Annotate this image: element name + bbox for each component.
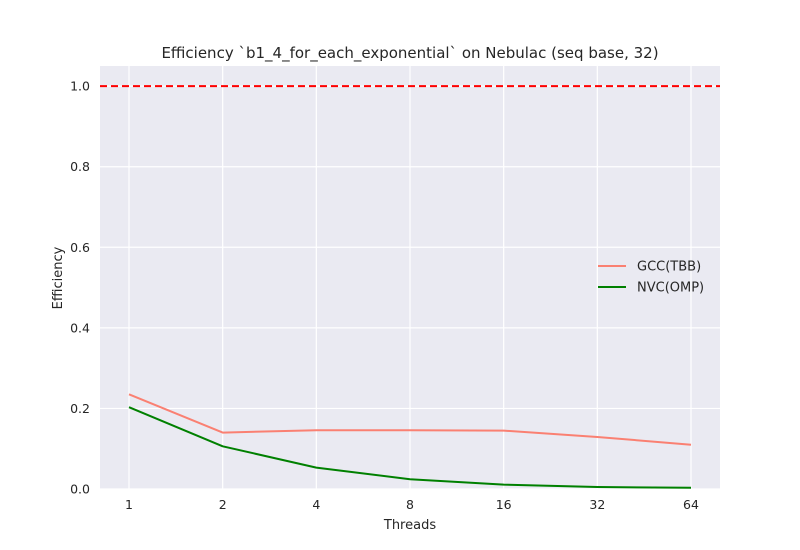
y-tick-label: 0.0 <box>70 482 90 497</box>
y-tick-labels: 0.0 0.2 0.4 0.6 0.8 1.0 <box>70 79 90 497</box>
x-tick-label: 2 <box>219 497 227 512</box>
y-tick-label: 0.8 <box>70 159 90 174</box>
y-tick-label: 0.4 <box>70 320 90 335</box>
series-lines <box>128 393 692 489</box>
series-line-1 <box>128 406 692 489</box>
legend-label: NVC(OMP) <box>637 281 704 296</box>
legend-label: GCC(TBB) <box>637 260 701 275</box>
y-tick-label: 0.6 <box>70 240 90 255</box>
chart-title: Efficiency `b1_4_for_each_exponential` o… <box>161 44 658 63</box>
x-tick-label: 64 <box>683 497 699 512</box>
x-tick-label: 4 <box>312 497 320 512</box>
x-tick-labels: 1 2 4 8 16 32 64 <box>125 497 699 512</box>
y-axis-label: Efficiency <box>51 246 66 309</box>
y-tick-label: 1.0 <box>70 79 90 94</box>
x-tick-label: 16 <box>496 497 512 512</box>
legend: GCC(TBB) NVC(OMP) <box>598 260 704 296</box>
grid-lines <box>100 66 720 490</box>
x-tick-label: 32 <box>589 497 605 512</box>
y-tick-label: 0.2 <box>70 401 90 416</box>
x-axis-label: Threads <box>383 518 436 533</box>
x-tick-label: 8 <box>406 497 414 512</box>
x-tick-label: 1 <box>125 497 133 512</box>
series-line-0 <box>128 393 692 446</box>
